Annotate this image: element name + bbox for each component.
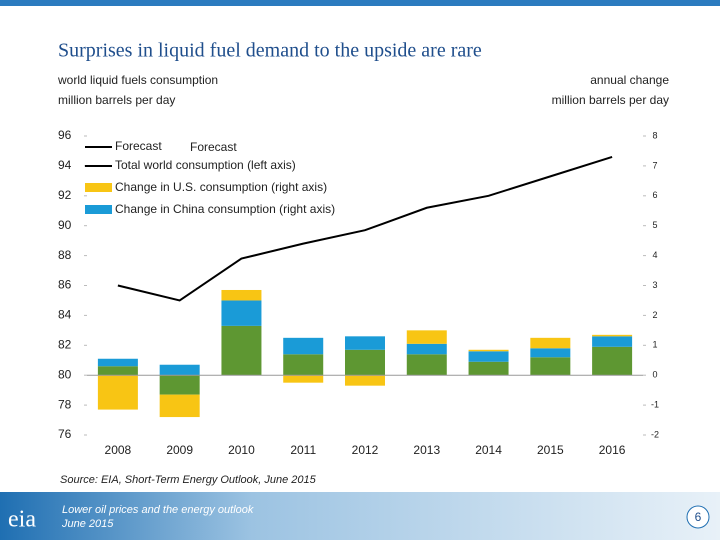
x-tick-label: 2016	[599, 443, 626, 457]
y2-tick-label: 8	[652, 130, 657, 140]
source: Source: EIA, Short-Term Energy Outlook, …	[60, 474, 317, 486]
y2-axis-label: annual change	[590, 73, 669, 87]
x-tick-label: 2012	[352, 443, 379, 457]
annotation: Forecast	[115, 139, 162, 153]
bar-segment	[345, 375, 385, 386]
y-tick-label: 92	[58, 188, 72, 202]
x-tick-label: 2013	[413, 443, 440, 457]
x-tick-label: 2008	[105, 443, 132, 457]
bar-segment	[592, 336, 633, 347]
x-tick-label: 2010	[228, 443, 255, 457]
bar-segment	[97, 366, 138, 376]
y-tick-label: 90	[58, 218, 72, 232]
page-badge	[686, 505, 710, 529]
y-tick-label: 80	[58, 367, 72, 381]
y2-tick-label: 3	[652, 280, 657, 290]
x-tick-label: 2015	[537, 443, 564, 457]
y-tick-label: 78	[58, 397, 72, 411]
top-band	[0, 0, 720, 6]
bar-segment	[283, 337, 324, 355]
x-tick-label: 2009	[166, 443, 193, 457]
bar-segment	[97, 358, 138, 367]
annotation: Forecast	[190, 140, 237, 154]
bar-segment	[283, 354, 324, 376]
bar-segment	[345, 336, 385, 350]
y-tick-label: 94	[58, 158, 72, 172]
y-axis-label: world liquid fuels consumption	[57, 73, 218, 87]
bar-segment	[221, 289, 262, 301]
bar-segment	[592, 334, 633, 337]
bar-segment	[283, 375, 324, 383]
y2-axis-label: million barrels per day	[552, 93, 669, 107]
bar-segment	[530, 337, 571, 349]
bar-segment	[406, 354, 447, 376]
bar-segment	[592, 346, 633, 376]
y2-tick-label: 2	[652, 310, 657, 320]
bar-segment	[406, 343, 447, 355]
y2-tick-label: 1	[652, 340, 657, 350]
legend-label: Change in China consumption (right axis)	[115, 202, 335, 216]
footer-band	[0, 492, 720, 540]
footer-title: Lower oil prices and the energy outlook	[62, 504, 254, 516]
bar-segment	[221, 300, 262, 326]
y-tick-label: 84	[58, 308, 72, 322]
bar-segment	[159, 375, 200, 395]
y-tick-label: 96	[58, 128, 72, 142]
bar-segment	[530, 348, 571, 358]
chart-title: Surprises in liquid fuel demand to the u…	[58, 40, 482, 62]
line	[117, 155, 613, 302]
bar-segment	[97, 375, 138, 410]
y-tick-label: 76	[58, 427, 72, 441]
bar-segment	[468, 349, 509, 352]
y-axis-label: million barrels per day	[58, 93, 175, 107]
bar-segment	[468, 361, 509, 376]
y2-tick-label: 6	[652, 190, 657, 200]
page-number: 6	[695, 510, 702, 524]
bar-segment	[406, 330, 447, 344]
y2-tick-label: -1	[651, 399, 659, 409]
logo: eia	[8, 507, 36, 533]
bar-segment	[530, 357, 571, 376]
y2-tick-label: 0	[652, 370, 657, 380]
footer-date: June 2015	[61, 518, 114, 530]
bar-segment	[345, 349, 385, 376]
legend-label: Change in U.S. consumption (right axis)	[115, 180, 327, 194]
legend-marker	[85, 183, 112, 192]
y2-tick-label: 4	[652, 250, 657, 260]
bar-segment	[221, 325, 262, 376]
y-tick-label: 86	[58, 278, 72, 292]
y2-tick-label: -2	[651, 429, 659, 439]
legend-label: Total world consumption (left axis)	[115, 158, 296, 172]
bar-segment	[159, 394, 200, 418]
bar-segment	[159, 364, 200, 376]
x-tick-label: 2011	[290, 443, 316, 457]
y-tick-label: 82	[58, 337, 72, 351]
y2-tick-label: 5	[652, 220, 657, 230]
y-tick-label: 88	[58, 248, 72, 262]
legend-marker	[85, 205, 112, 214]
bar-segment	[468, 351, 509, 362]
x-tick-label: 2014	[475, 443, 502, 457]
y2-tick-label: 7	[652, 160, 657, 170]
